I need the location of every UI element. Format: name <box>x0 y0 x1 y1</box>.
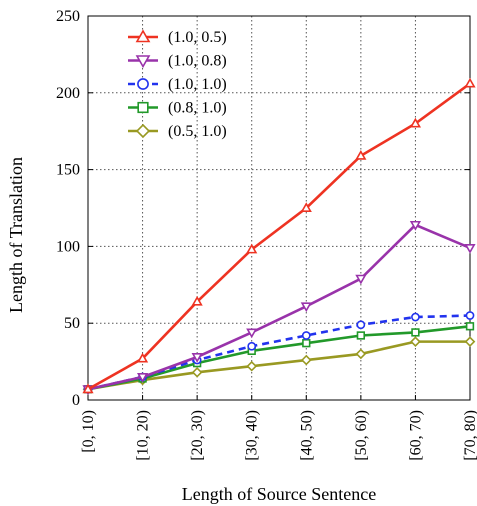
data-point <box>246 328 258 339</box>
y-tick-label: 0 <box>72 392 80 409</box>
data-point <box>356 331 366 340</box>
legend-entry: (1.0, 0.8) <box>168 53 227 70</box>
x-tick-label: [20, 30) <box>189 410 206 461</box>
data-point <box>464 243 476 254</box>
data-point <box>300 354 312 366</box>
series-line <box>87 82 471 391</box>
series-layer <box>82 77 476 396</box>
data-point <box>246 243 258 254</box>
legend-marker <box>137 101 149 114</box>
x-axis-label: Length of Source Sentence <box>182 484 376 504</box>
y-tick-label: 100 <box>56 238 80 255</box>
data-point <box>411 312 420 322</box>
data-point <box>356 320 366 330</box>
data-point <box>300 202 312 212</box>
data-point <box>464 77 476 88</box>
series-line <box>87 340 470 391</box>
data-point <box>191 367 203 378</box>
series-line <box>87 223 471 391</box>
data-point <box>464 336 476 347</box>
legend-marker <box>135 55 151 69</box>
series-1 <box>82 220 476 396</box>
y-tick-label: 150 <box>56 162 80 179</box>
plot-border <box>87 15 471 401</box>
data-point <box>136 352 149 363</box>
y-axis-ticks: 0 50 100 150 200 250 <box>56 8 80 409</box>
x-axis-ticks: [0, 10) [10, 20) [20, 30) [30, 40) [40, 50) [… <box>80 410 477 461</box>
data-point <box>409 220 422 231</box>
data-point <box>191 295 203 306</box>
y-tick-label: 200 <box>56 85 80 102</box>
data-point <box>300 302 312 313</box>
data-point <box>411 328 420 337</box>
series-line <box>87 324 471 391</box>
series-0 <box>82 77 476 394</box>
x-tick-label: [70, 80) <box>462 410 477 461</box>
legend-marker <box>135 29 151 43</box>
x-tick-label: [30, 40) <box>244 410 261 461</box>
x-tick-label: [10, 20) <box>135 410 152 461</box>
x-tick-label: [0, 10) <box>80 410 97 453</box>
y-axis-label: Length of Translation <box>6 157 26 313</box>
data-point <box>355 274 367 285</box>
legend-entry: (0.5, 1.0) <box>168 123 227 140</box>
data-point <box>191 353 203 363</box>
data-point <box>355 149 367 160</box>
data-point <box>355 348 367 360</box>
legend-marker <box>137 78 149 90</box>
data-point <box>409 117 422 128</box>
grid <box>88 16 470 400</box>
x-tick-label: [40, 50) <box>298 410 315 461</box>
x-tick-label: [50, 60) <box>353 410 370 461</box>
legend: (1.0, 0.5) (1.0, 0.8) (1.0, 1.0) (0.8, 1.0)… <box>128 29 227 140</box>
data-point <box>465 311 475 320</box>
data-point <box>301 331 311 340</box>
y-tick-label: 50 <box>64 315 80 332</box>
legend-entry: (1.0, 1.0) <box>168 76 227 93</box>
data-point <box>302 339 311 348</box>
legend-entry: (0.8, 1.0) <box>168 100 227 117</box>
data-point <box>82 383 94 394</box>
data-point <box>246 360 258 372</box>
data-point <box>136 373 149 383</box>
y-tick-label: 250 <box>56 8 80 25</box>
data-point <box>410 336 421 347</box>
legend-entry: (1.0, 0.5) <box>168 29 227 46</box>
legend-marker <box>135 123 151 139</box>
data-point <box>247 341 257 351</box>
x-tick-label: [60, 70) <box>407 410 424 461</box>
data-point <box>465 322 475 331</box>
